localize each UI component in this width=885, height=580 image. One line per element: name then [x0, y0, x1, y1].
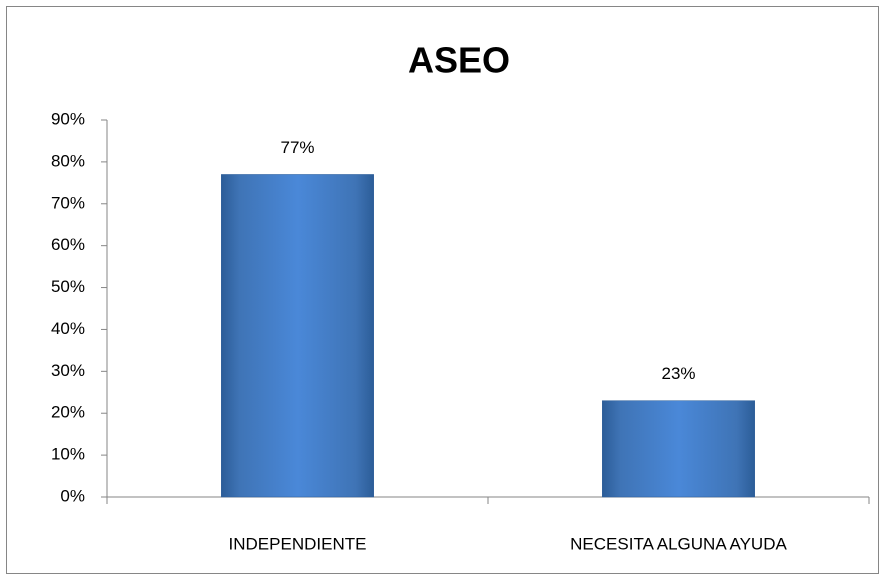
y-tick-label: 70%	[51, 193, 85, 212]
y-tick-label: 10%	[51, 445, 85, 464]
data-label: 77%	[280, 138, 314, 157]
x-tick-label: NECESITA ALGUNA AYUDA	[570, 534, 787, 553]
y-tick-label: 0%	[60, 486, 85, 505]
y-tick-label: 80%	[51, 151, 85, 170]
chart-title: ASEO	[408, 40, 510, 81]
bar	[602, 400, 755, 498]
y-tick-label: 40%	[51, 319, 85, 338]
y-tick-label: 60%	[51, 235, 85, 254]
y-tick-label: 50%	[51, 277, 85, 296]
x-tick-label: INDEPENDIENTE	[229, 534, 367, 553]
y-tick-label: 90%	[51, 109, 85, 128]
bar	[221, 174, 374, 498]
y-tick-label: 30%	[51, 361, 85, 380]
data-label: 23%	[661, 364, 695, 383]
y-tick-label: 20%	[51, 403, 85, 422]
